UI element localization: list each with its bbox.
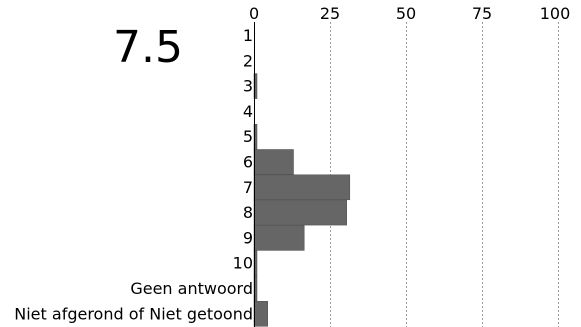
category-label: 2 [243, 51, 253, 70]
bar-7 [253, 174, 351, 201]
category-label: 10 [233, 254, 253, 273]
category-label: Geen antwoord [130, 279, 253, 298]
category-label: 5 [243, 127, 253, 146]
tick-label-layer: 0 25 50 75 100 [249, 4, 570, 23]
category-label: 9 [243, 228, 253, 247]
bar-layer [253, 73, 351, 327]
x-tick-label: 50 [396, 4, 416, 23]
category-label: 6 [243, 153, 253, 172]
category-label: 1 [243, 26, 253, 45]
category-label: Niet afgerond of Niet getoond [14, 304, 253, 323]
bar-8 [253, 199, 347, 226]
average-score: 7.5 [113, 22, 183, 73]
bar-6 [253, 149, 294, 175]
category-label: 7 [243, 178, 253, 197]
category-label: 8 [243, 203, 253, 222]
category-label: 4 [243, 102, 253, 121]
bar-9 [253, 225, 305, 251]
x-tick-label: 25 [320, 4, 340, 23]
x-tick-label: 75 [472, 4, 492, 23]
grid-layer [330, 22, 559, 327]
category-label: 3 [243, 77, 253, 96]
category-label-layer: 1 2 3 4 5 6 7 8 9 10 Geen antwoord Niet afgerond of… [14, 26, 253, 323]
bar-12 [253, 301, 268, 327]
x-tick-label: 100 [540, 4, 571, 23]
x-tick-label: 0 [249, 4, 259, 23]
